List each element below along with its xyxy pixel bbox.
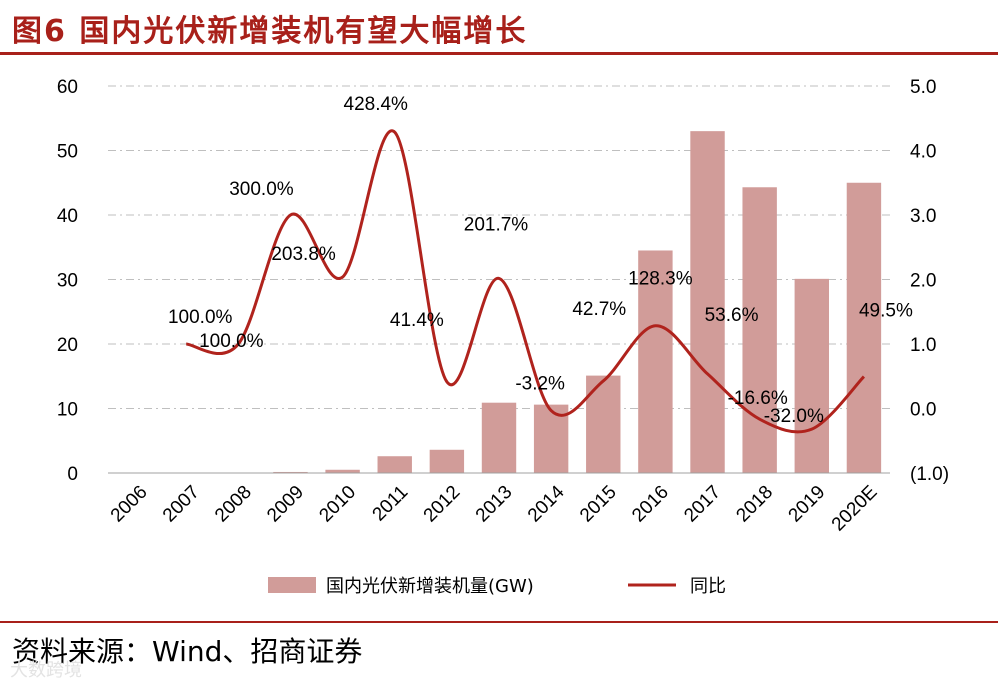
x-tick-label: 2018 (732, 482, 777, 527)
right-tick-label: (1.0) (910, 464, 949, 485)
x-tick-label: 2014 (524, 481, 569, 526)
bar-2011 (377, 456, 412, 473)
line-data-label: -32.0% (764, 406, 824, 427)
source-rule (0, 621, 998, 623)
legend-bar-swatch (268, 577, 316, 593)
yoy-line-group (185, 129, 866, 434)
left-tick-label: 40 (57, 206, 78, 227)
line-data-label: -3.2% (515, 374, 565, 395)
chart: 0 10 20 30 40 50 60 (1.0) 0.0 1.0 2.0 3.0 4.0 5.0 2006… (57, 77, 949, 597)
bar-2018 (742, 187, 777, 473)
data-labels: 100.0% 100.0% 300.0% 203.8% 428.4% 41.4% 201.7… (168, 94, 913, 427)
right-tick-label: 1.0 (910, 335, 936, 356)
chart-title: 图6 国内光伏新增装机有望大幅增长 (12, 14, 528, 49)
x-tick-label: 2006 (107, 482, 152, 527)
right-tick-label: 3.0 (910, 206, 936, 227)
line-data-label: 41.4% (390, 310, 444, 331)
line-data-label: 428.4% (344, 94, 409, 115)
watermark: 大数跨境 (10, 660, 82, 681)
bar-2009 (273, 471, 308, 473)
bar-2016 (638, 250, 673, 473)
bar-2013 (481, 402, 517, 473)
source-note: 资料来源：Wind、招商证券 (12, 635, 363, 668)
bar-2015 (586, 375, 621, 473)
bar-2010 (325, 469, 360, 473)
line-data-label: 49.5% (859, 301, 913, 322)
yoy-line (185, 129, 866, 434)
x-tick-label: 2017 (680, 482, 725, 527)
x-tick-label: 2012 (420, 482, 465, 527)
line-data-label: -16.6% (728, 388, 788, 409)
x-tick-label: 2019 (785, 482, 830, 527)
line-data-label: 128.3% (628, 269, 693, 290)
left-tick-label: 60 (57, 77, 78, 98)
x-tick-label: 2016 (628, 482, 673, 527)
bars (116, 131, 882, 474)
left-tick-label: 0 (67, 464, 78, 485)
line-data-label: 300.0% (229, 179, 294, 200)
x-tick-label: 2010 (315, 482, 360, 527)
x-tick-label: 2011 (369, 482, 413, 526)
line-data-label: 53.6% (705, 305, 759, 326)
right-tick-label: 0.0 (910, 400, 936, 421)
left-tick-label: 50 (57, 142, 78, 163)
bar-2020E (846, 182, 882, 473)
right-tick-label: 5.0 (910, 77, 936, 98)
x-tick-label: 2007 (159, 482, 204, 527)
left-tick-label: 20 (57, 335, 78, 356)
line-data-label: 42.7% (572, 299, 626, 320)
right-tick-label: 4.0 (910, 142, 936, 163)
line-data-label: 100.0% (199, 331, 264, 352)
bar-2012 (429, 449, 465, 473)
left-tick-label: 10 (57, 400, 78, 421)
x-tick-label: 2009 (263, 482, 308, 527)
title-rule (0, 52, 998, 55)
left-tick-label: 30 (57, 271, 78, 292)
legend-bar-label: 国内光伏新增装机量(GW) (326, 576, 534, 597)
line-data-label: 100.0% (168, 307, 233, 328)
x-tick-label: 2015 (576, 482, 621, 527)
legend-line-label: 同比 (690, 576, 726, 597)
x-tick-label: 2020E (828, 482, 882, 536)
line-data-label: 201.7% (464, 214, 529, 235)
right-tick-label: 2.0 (910, 271, 936, 292)
line-data-label: 203.8% (271, 244, 336, 265)
x-tick-label: 2013 (472, 482, 517, 527)
bar-2019 (794, 278, 830, 473)
bar-2017 (690, 131, 725, 473)
x-tick-label: 2008 (211, 482, 256, 527)
legend: 国内光伏新增装机量(GW) 同比 (268, 576, 726, 597)
